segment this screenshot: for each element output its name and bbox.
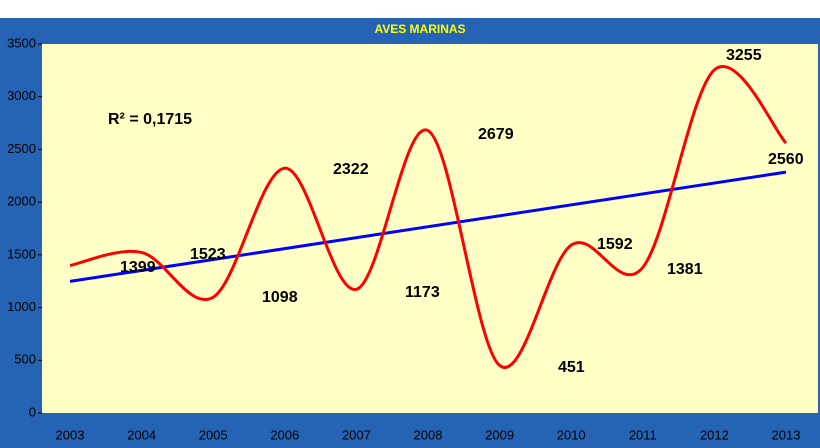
y-tick-label: 3500	[7, 35, 36, 50]
y-tick-label: 2000	[7, 194, 36, 209]
y-tick-label: 3000	[7, 88, 36, 103]
x-tick-label: 2013	[772, 427, 801, 442]
y-tick-label: 500	[14, 352, 36, 367]
data-label: 1381	[667, 261, 703, 278]
y-tick-label: 0	[29, 404, 36, 419]
trend-line	[69, 170, 787, 283]
y-tick-label: 1000	[7, 299, 36, 314]
chart-title: AVES MARINAS	[374, 22, 465, 36]
y-tick-label: 2500	[7, 141, 36, 156]
x-tick-label: 2004	[127, 427, 156, 442]
data-label: 451	[558, 359, 585, 376]
x-tick-label: 2005	[199, 427, 228, 442]
x-tick-label: 2009	[485, 427, 514, 442]
x-tick-label: 2012	[700, 427, 729, 442]
data-label: 1173	[405, 284, 440, 301]
data-label: 2322	[333, 161, 369, 178]
x-tick-label: 2007	[342, 427, 371, 442]
data-label: 3255	[726, 47, 762, 64]
y-tick-label: 1500	[7, 246, 36, 261]
plot-area	[42, 44, 818, 413]
data-label: 2560	[768, 151, 804, 168]
data-label: 1399	[120, 259, 156, 276]
data-label: 2679	[478, 126, 514, 143]
r-squared: R² = 0,1715	[108, 111, 192, 128]
x-tick-label: 2006	[270, 427, 299, 442]
data-label: 1098	[262, 289, 298, 306]
x-tick-label: 2003	[56, 427, 85, 442]
data-label: 1592	[597, 236, 633, 253]
x-tick-label: 2011	[629, 427, 657, 442]
data-label: 1523	[190, 246, 226, 263]
line	[69, 65, 788, 369]
x-tick-label: 2010	[557, 427, 586, 442]
x-tick-label: 2008	[414, 427, 443, 442]
